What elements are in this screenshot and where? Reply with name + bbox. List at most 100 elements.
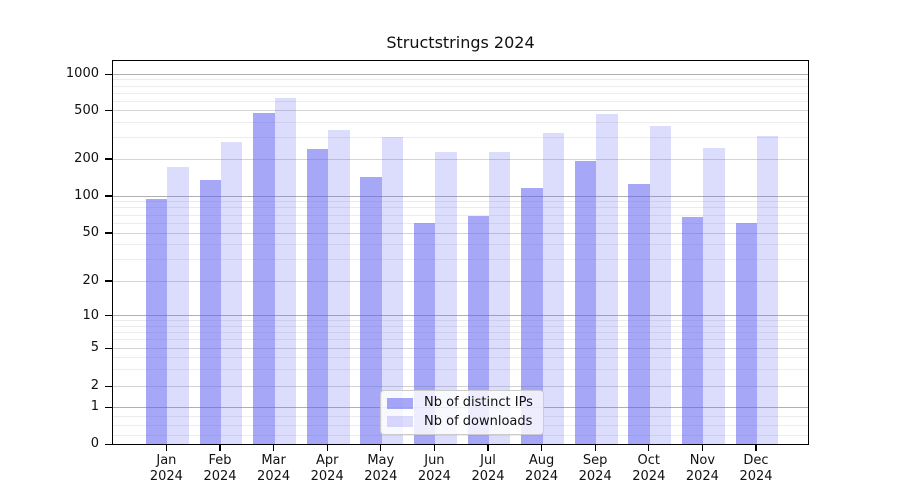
y-tick-mark-500 (105, 110, 112, 112)
bar-downloads-aug (542, 133, 564, 444)
x-tick-label-jul: Jul 2024 (471, 453, 505, 484)
bar-downloads-mar (274, 97, 296, 444)
gridline-minor-800 (113, 85, 808, 87)
bar-downloads-sep (596, 114, 618, 444)
legend-label-distinct-ips: Nb of distinct IPs (424, 395, 533, 411)
gridline-minor-4 (113, 357, 808, 359)
x-tick-mark-feb (219, 445, 221, 451)
legend-label-downloads: Nb of downloads (424, 413, 533, 429)
bar-downloads-apr (328, 130, 350, 444)
gridline-minor-80 (113, 207, 808, 209)
x-tick-mark-jun (433, 445, 435, 451)
gridline-minor-3 (113, 368, 808, 370)
legend-item-distinct-ips: Nb of distinct IPs (387, 394, 537, 412)
bar-downloads-nov (703, 147, 725, 444)
bar-distinct-ips-sep (574, 160, 597, 444)
legend: Nb of distinct IPs Nb of downloads (380, 390, 544, 435)
bar-distinct-ips-jun (414, 223, 436, 444)
x-tick-label-feb: Feb 2024 (203, 453, 237, 484)
x-tick-mark-aug (541, 445, 543, 451)
bar-distinct-ips-oct (628, 184, 650, 444)
y-tick-label-500: 500 (74, 102, 99, 118)
bar-distinct-ips-may (360, 176, 382, 444)
gridline-2 (113, 385, 808, 387)
x-tick-label-oct: Oct 2024 (632, 453, 666, 484)
y-tick-mark-5 (105, 347, 112, 349)
x-tick-mark-mar (273, 445, 275, 451)
y-tick-label-100: 100 (74, 188, 99, 203)
y-tick-label-20: 20 (82, 273, 99, 288)
x-tick-mark-jul (487, 445, 489, 451)
x-tick-mark-sep (594, 445, 596, 451)
y-tick-mark-200 (105, 158, 112, 160)
x-tick-label-aug: Aug 2024 (525, 453, 559, 484)
bar-distinct-ips-mar (253, 113, 275, 444)
y-tick-label-2: 2 (90, 378, 99, 394)
gridline-minor-400 (113, 121, 808, 123)
legend-item-downloads: Nb of downloads (387, 413, 537, 431)
top-spine (112, 60, 809, 62)
gridline-5 (113, 347, 808, 349)
bar-layer (113, 60, 808, 444)
bar-downloads-jun (435, 151, 457, 444)
bar-distinct-ips-nov (682, 217, 704, 444)
x-tick-label-nov: Nov 2024 (685, 453, 719, 484)
y-tick-mark-2 (105, 385, 112, 387)
bar-downloads-oct (649, 125, 672, 444)
gridline-minor-30 (113, 259, 808, 261)
left-spine (112, 60, 114, 445)
bar-downloads-jul (489, 151, 511, 444)
y-tick-mark-0 (105, 443, 112, 445)
bar-downloads-dec (757, 136, 779, 444)
bar-downloads-feb (221, 142, 243, 444)
gridline-minor-700 (113, 92, 808, 94)
gridline-minor-0.25 (113, 434, 808, 436)
y-tick-label-0: 0 (90, 436, 99, 452)
legend-swatch-distinct-ips (387, 397, 413, 409)
y-tick-mark-50 (105, 232, 112, 234)
grid-layer (113, 60, 808, 444)
y-tick-label-1: 1 (90, 399, 99, 415)
x-tick-label-dec: Dec 2024 (739, 453, 773, 484)
bar-distinct-ips-apr (306, 149, 329, 444)
x-tick-label-may: May 2024 (364, 453, 398, 484)
y-tick-mark-20 (105, 280, 112, 282)
gridline-minor-60 (113, 222, 808, 224)
bar-downloads-may (381, 136, 404, 444)
x-tick-mark-dec (755, 445, 757, 451)
gridline-500 (113, 110, 808, 112)
gridline-minor-300 (113, 137, 808, 139)
bar-distinct-ips-feb (199, 180, 221, 444)
gridline-20 (113, 280, 808, 282)
x-tick-label-apr: Apr 2024 (310, 453, 344, 484)
chart-title: Structstrings 2024 (386, 33, 535, 52)
right-spine (807, 60, 809, 445)
legend-swatch-downloads (387, 416, 413, 428)
y-tick-label-1000: 1000 (65, 66, 99, 82)
y-tick-mark-10 (105, 315, 112, 317)
x-tick-mark-apr (326, 445, 328, 451)
x-tick-mark-jan (165, 445, 167, 451)
gridline-minor-7 (113, 331, 808, 333)
gridline-minor-70 (113, 214, 808, 216)
y-tick-label-50: 50 (82, 225, 99, 240)
gridline-200 (113, 158, 808, 160)
x-tick-label-mar: Mar 2024 (257, 453, 291, 484)
y-tick-label-10: 10 (82, 307, 99, 323)
gridline-100 (113, 195, 808, 197)
gridline-50 (113, 232, 808, 234)
plot-area (112, 60, 809, 445)
x-tick-mark-oct (648, 445, 650, 451)
x-tick-label-jan: Jan 2024 (149, 453, 183, 484)
y-tick-mark-1000 (105, 73, 112, 75)
x-tick-mark-nov (701, 445, 703, 451)
bar-distinct-ips-dec (735, 223, 757, 444)
bar-distinct-ips-jul (467, 215, 489, 444)
gridline-10 (113, 315, 808, 317)
gridline-minor-600 (113, 100, 808, 102)
gridline-minor-8 (113, 325, 808, 327)
y-tick-mark-100 (105, 195, 112, 197)
y-tick-label-5: 5 (90, 340, 99, 356)
gridline-minor-40 (113, 244, 808, 246)
